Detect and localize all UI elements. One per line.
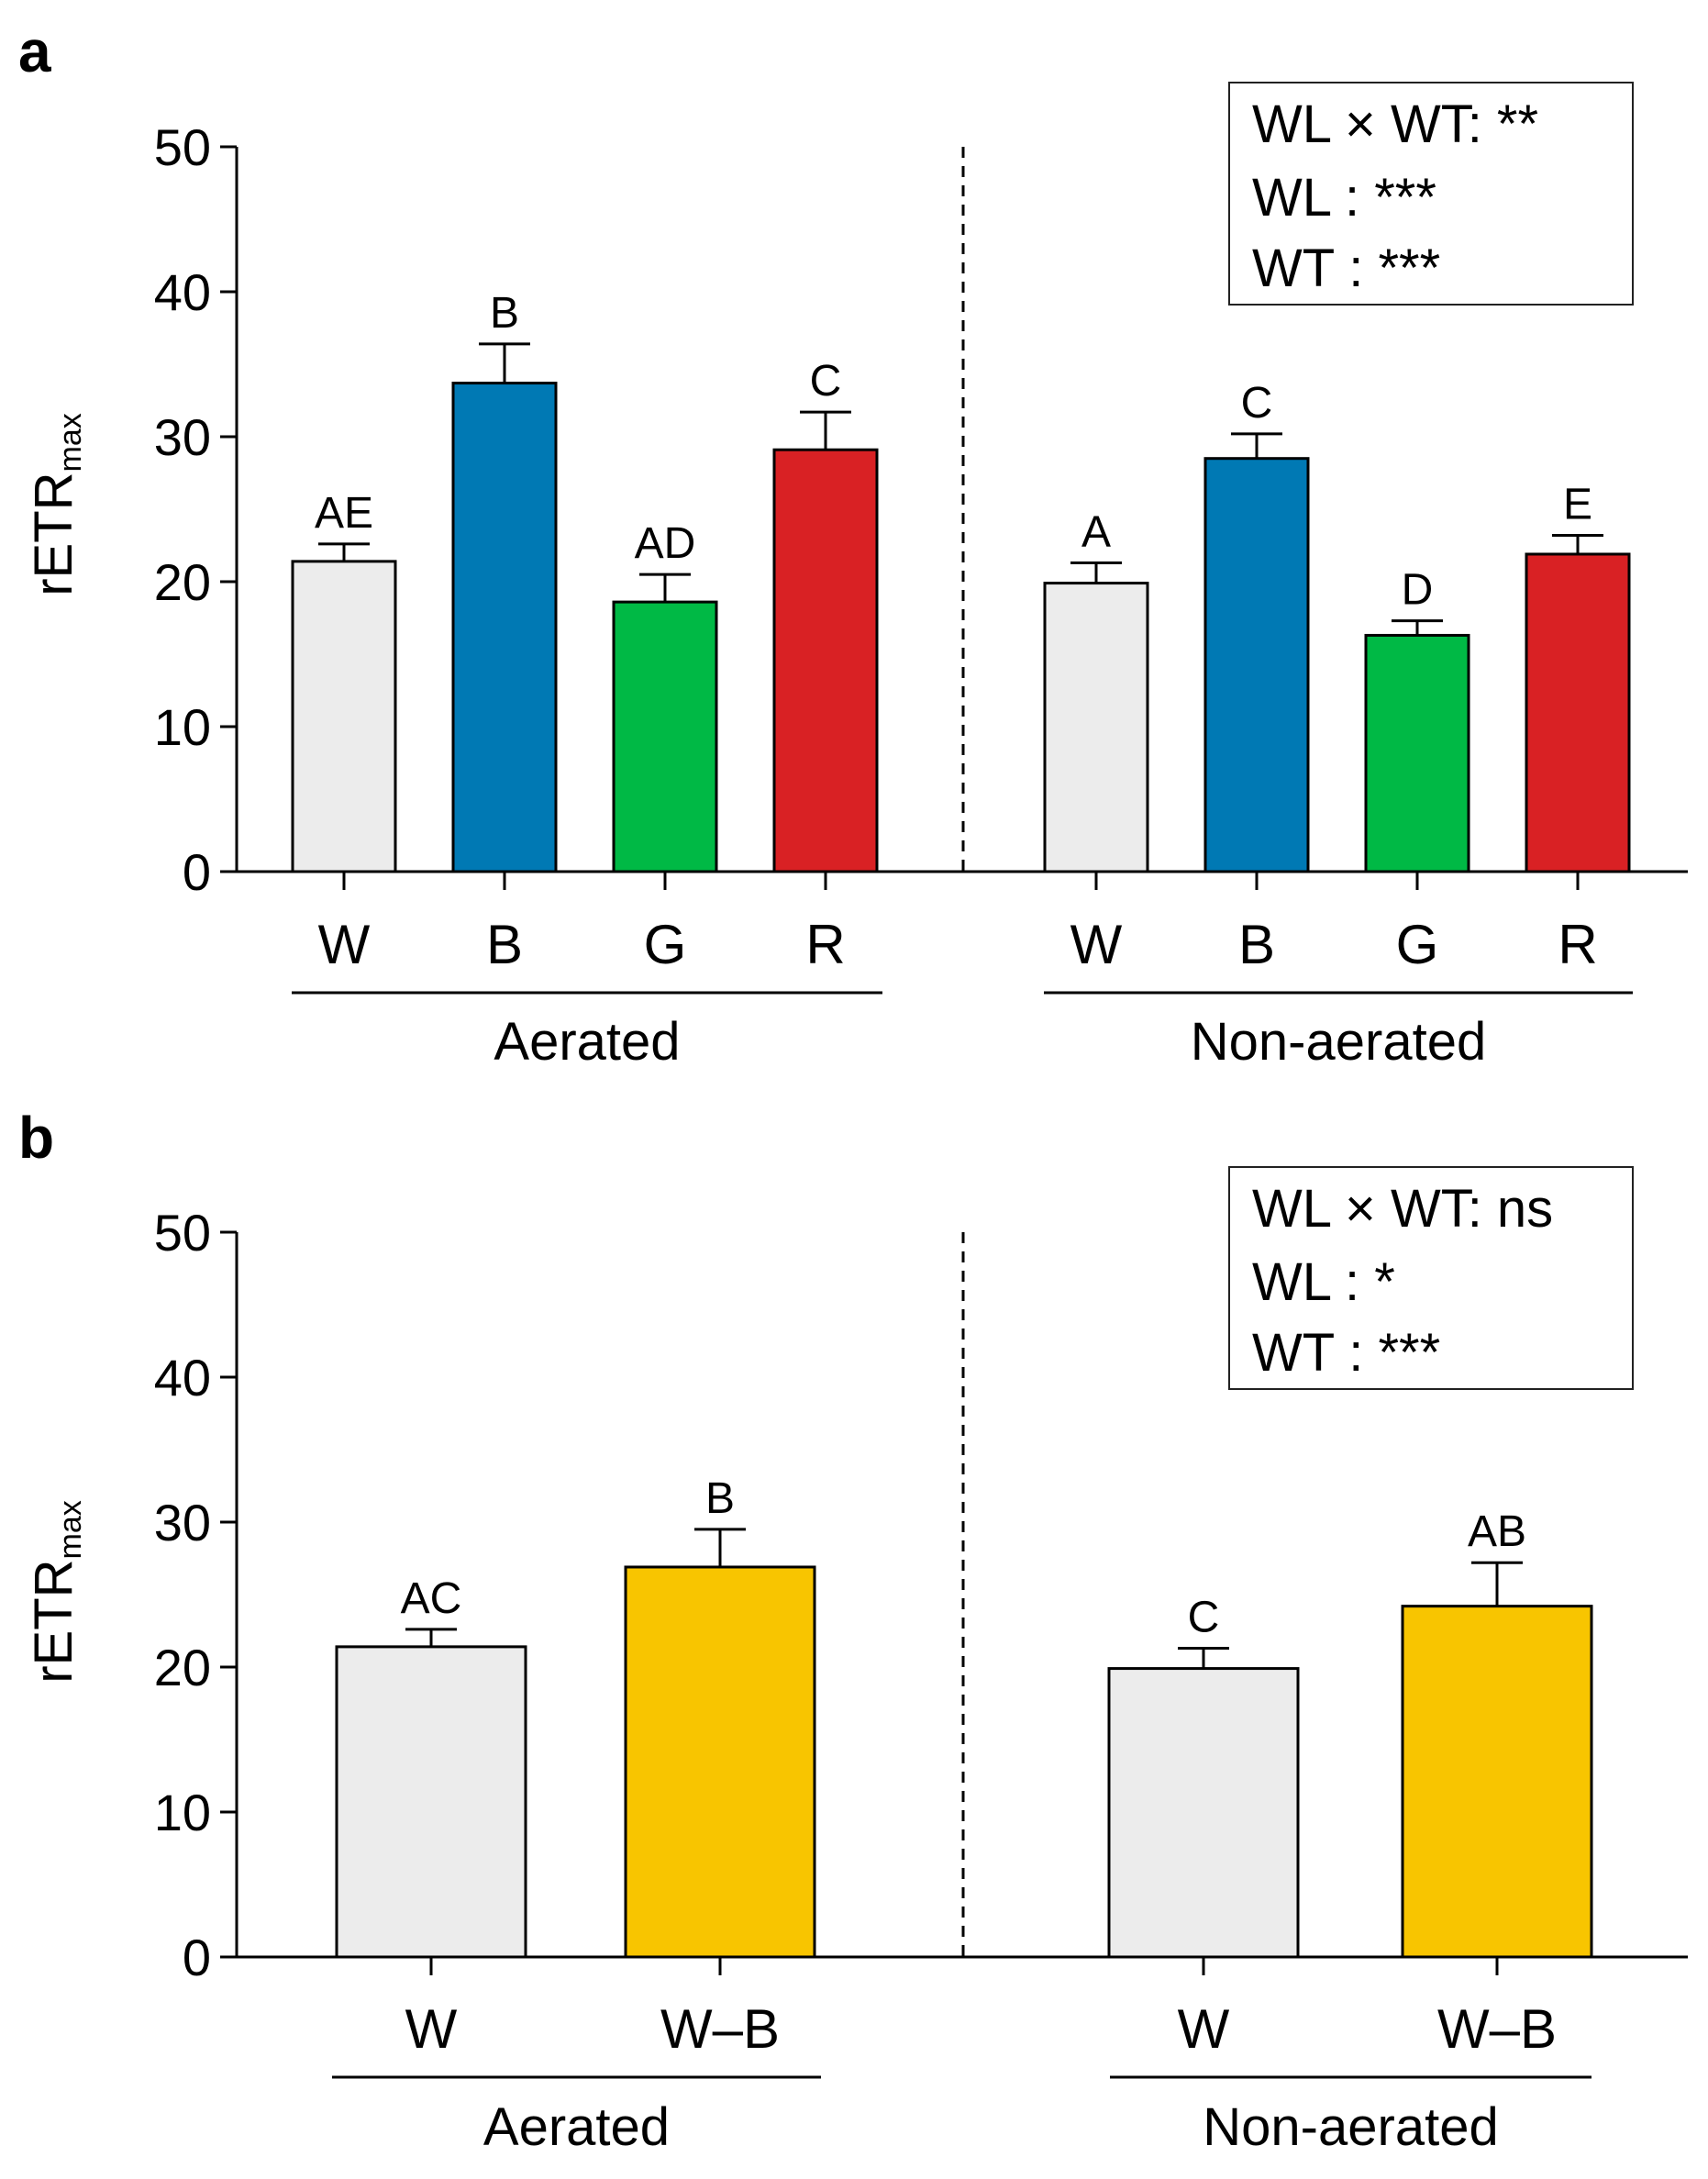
significance-letter: A [1081,507,1111,556]
stats-box-b-frame [1228,1166,1634,1390]
stats-box-a: WL × WT: ** WL : *** WT : *** [1228,82,1634,306]
y-axis-label-a-main: rETR [24,472,83,595]
stats-box-b: WL × WT: ns WL : * WT : *** [1228,1166,1634,1390]
stats-b-wl: WL : * [1252,1252,1395,1312]
significance-letter: B [705,1474,735,1523]
significance-letter: C [1241,379,1273,428]
y-axis-label-a-sub: max [53,413,88,472]
group-label: Aerated [494,1012,680,1072]
bar [624,1565,816,1959]
y-tick-label: 40 [154,1349,211,1406]
bar [335,1645,527,1959]
significance-letter: C [1188,1593,1220,1641]
x-tick-label: G [1396,914,1439,975]
y-axis-label-b-sub: max [53,1500,88,1559]
y-tick-label: 30 [154,408,211,466]
stats-box-a-frame [1228,82,1634,306]
significance-letter: AB [1468,1507,1526,1556]
panel-b: b rETRmax WL × WT: ns WL : * WT : *** 0 1… [18,1105,1688,2157]
significance-letter: E [1563,480,1592,528]
x-tick-label: R [1558,914,1597,975]
bar [772,448,879,873]
y-axis-label-b: rETRmax [24,1500,88,1684]
x-tick-label: W [1178,1998,1230,2060]
bar [451,382,558,873]
x-tick-label: W–B [660,1998,780,2060]
stats-a-interaction: WL × WT: ** [1252,94,1538,154]
x-tick-label: R [805,914,845,975]
x-tick-label: W [405,1998,458,2060]
group-label: Non-aerated [1203,2097,1498,2157]
y-tick-label: 30 [154,1494,211,1551]
significance-letter: AD [635,519,696,568]
y-tick-label: 20 [154,553,211,611]
bar [1401,1605,1593,1959]
chart-a: 0 10 20 30 40 50 AE W B B AD G C R Aerated A W C B D G E R Non-… [154,118,1688,1072]
y-tick-label: 0 [183,1929,211,1986]
x-tick-label: B [486,914,523,975]
bar [612,600,718,873]
chart-b: 0 10 20 30 40 50 AC W B W–B Aerated C W AB W–B Non-aera… [154,1204,1688,2157]
bar [1107,1667,1300,1959]
y-tick-label: 50 [154,118,211,176]
stats-b-wt: WT : *** [1252,1323,1440,1383]
x-tick-label: W–B [1437,1998,1557,2060]
y-axis-label-a: rETRmax [24,413,88,596]
bar [1364,633,1470,873]
panel-letter-b: b [18,1105,54,1171]
y-tick-label: 50 [154,1204,211,1262]
x-tick-label: W [318,914,371,975]
stats-b-interaction: WL × WT: ns [1252,1179,1553,1239]
stats-a-wt: WT : *** [1252,239,1440,298]
x-tick-label: G [644,914,687,975]
bar [1525,552,1631,873]
group-label: Aerated [483,2097,670,2157]
y-axis-label-b-main: rETR [24,1559,83,1683]
bar [1043,582,1149,873]
significance-letter: C [810,357,842,406]
x-tick-label: B [1238,914,1275,975]
y-tick-label: 10 [154,698,211,756]
y-tick-label: 0 [183,843,211,901]
bar [1203,457,1310,873]
y-tick-label: 10 [154,1784,211,1841]
y-tick-label: 40 [154,263,211,321]
significance-letter: AE [315,489,373,538]
significance-letter: AC [401,1574,462,1623]
bar [291,560,397,873]
panel-a: a rETRmax WL × WT: ** WL : *** WT : *** … [18,18,1688,1072]
stats-a-wl: WL : *** [1252,168,1436,228]
group-label: Non-aerated [1191,1012,1486,1072]
y-tick-label: 20 [154,1639,211,1696]
significance-letter: B [490,289,519,338]
panel-letter-a: a [18,18,51,84]
significance-letter: D [1402,566,1434,615]
x-tick-label: W [1070,914,1123,975]
